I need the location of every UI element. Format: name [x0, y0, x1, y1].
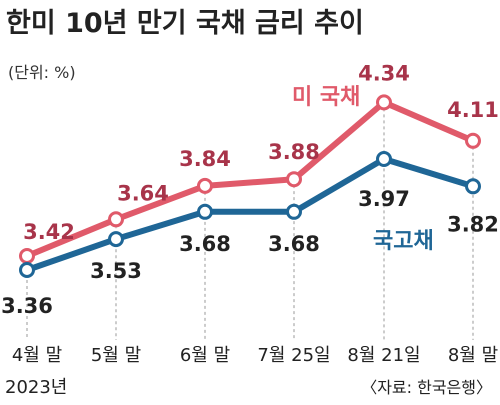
source-label: 〈자료: 한국은행〉 [361, 378, 492, 397]
data-point-us [465, 132, 481, 149]
data-point-kr [108, 231, 124, 248]
series-name-kr: 국고채 [373, 229, 434, 254]
series-line-us [24, 99, 476, 259]
data-point-kr [286, 203, 302, 220]
data-point-us [108, 211, 124, 228]
vertical-guides [26, 102, 474, 340]
value-label-kr: 3.53 [90, 259, 142, 283]
x-tick-label: 5월 말 [91, 345, 141, 366]
value-label-us: 3.88 [268, 140, 320, 164]
data-point-us [376, 94, 392, 111]
x-axis-labels: 4월 말 5월 말 6월 말 7월 25일 8월 21일 8월 말 [12, 345, 498, 366]
data-point-kr [376, 151, 392, 167]
value-label-kr: 3.36 [1, 294, 53, 318]
x-tick-label: 4월 말 [12, 345, 62, 366]
series-name-us: 미 국채 [292, 85, 360, 110]
value-label-kr: 3.82 [447, 212, 499, 236]
series-lines [24, 99, 476, 273]
value-label-kr: 3.68 [179, 232, 231, 256]
x-tick-label: 7월 25일 [257, 345, 330, 366]
x-tick-label: 6월 말 [180, 345, 230, 366]
value-label-us: 4.34 [358, 61, 410, 85]
chart-title: 한미 10년 만기 국채 금리 추이 [6, 8, 364, 39]
data-point-kr [197, 203, 213, 220]
data-point-us [19, 248, 35, 264]
unit-label: (단위: %) [8, 63, 76, 82]
data-point-kr [465, 178, 481, 195]
data-point-kr [19, 262, 35, 278]
data-point-us [197, 177, 213, 194]
series-line-kr [24, 156, 476, 273]
year-label: 2023년 [5, 377, 67, 398]
value-label-us: 3.84 [179, 147, 231, 171]
value-label-us: 4.11 [447, 98, 499, 122]
data-points [19, 94, 481, 278]
x-tick-label: 8월 21일 [347, 345, 420, 366]
value-label-kr: 3.68 [268, 232, 320, 256]
value-label-kr: 3.97 [358, 187, 410, 211]
value-label-us: 3.42 [23, 220, 75, 244]
x-tick-label: 8월 말 [448, 345, 498, 366]
value-labels: 3.42 3.64 3.84 3.88 4.34 4.11 3.36 3.53 3.68 3.68… [1, 61, 499, 318]
data-point-us [286, 171, 302, 188]
value-label-us: 3.64 [117, 181, 169, 205]
